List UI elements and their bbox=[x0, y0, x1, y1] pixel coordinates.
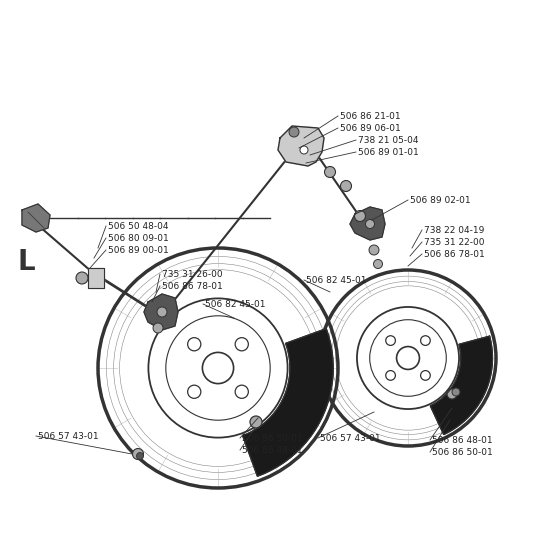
Polygon shape bbox=[88, 268, 104, 288]
Text: 735 31 26-00: 735 31 26-00 bbox=[162, 270, 223, 279]
Circle shape bbox=[153, 323, 163, 333]
Circle shape bbox=[366, 220, 375, 228]
Circle shape bbox=[250, 416, 262, 428]
Polygon shape bbox=[278, 126, 324, 166]
Circle shape bbox=[324, 166, 335, 178]
Circle shape bbox=[137, 452, 143, 460]
Circle shape bbox=[354, 211, 366, 222]
Circle shape bbox=[300, 146, 308, 154]
Circle shape bbox=[202, 352, 234, 384]
Circle shape bbox=[369, 245, 379, 255]
Text: 506 89 00-01: 506 89 00-01 bbox=[108, 246, 169, 255]
Circle shape bbox=[235, 385, 248, 398]
Circle shape bbox=[374, 259, 382, 268]
Circle shape bbox=[421, 336, 430, 346]
Text: 506 89 06-01: 506 89 06-01 bbox=[340, 124, 401, 133]
Circle shape bbox=[421, 371, 430, 380]
Text: 735 31 22-00: 735 31 22-00 bbox=[424, 238, 484, 247]
Circle shape bbox=[396, 347, 419, 370]
Circle shape bbox=[452, 388, 460, 396]
Circle shape bbox=[289, 127, 299, 137]
Circle shape bbox=[235, 338, 248, 351]
Text: 506 89 02-01: 506 89 02-01 bbox=[410, 196, 470, 205]
Text: 738 22 04-19: 738 22 04-19 bbox=[424, 226, 484, 235]
Text: L: L bbox=[18, 248, 36, 276]
Polygon shape bbox=[430, 336, 492, 435]
Text: 506 86 50-01: 506 86 50-01 bbox=[432, 448, 493, 457]
Circle shape bbox=[76, 272, 88, 284]
Text: 506 86 78-01: 506 86 78-01 bbox=[162, 282, 223, 291]
Text: 506 86 78-01: 506 86 78-01 bbox=[424, 250, 485, 259]
Circle shape bbox=[188, 338, 201, 351]
Text: 506 82 45-01: 506 82 45-01 bbox=[306, 276, 366, 285]
Circle shape bbox=[386, 336, 395, 346]
Circle shape bbox=[447, 389, 457, 399]
Circle shape bbox=[188, 385, 201, 398]
Text: 506 89 01-01: 506 89 01-01 bbox=[358, 148, 419, 157]
Text: 506 80 09-01: 506 80 09-01 bbox=[108, 234, 169, 243]
Text: 506 86 48-01: 506 86 48-01 bbox=[432, 436, 493, 445]
Text: 506 57 43-01: 506 57 43-01 bbox=[320, 434, 381, 443]
Polygon shape bbox=[144, 294, 178, 330]
Text: 506 82 45-01: 506 82 45-01 bbox=[205, 300, 265, 309]
Polygon shape bbox=[22, 204, 50, 232]
Text: 506 50 48-04: 506 50 48-04 bbox=[108, 222, 169, 231]
Text: 506 86 21-01: 506 86 21-01 bbox=[340, 112, 400, 121]
Text: 506 86 50-01: 506 86 50-01 bbox=[242, 434, 303, 443]
Text: 506 57 43-01: 506 57 43-01 bbox=[38, 432, 99, 441]
Polygon shape bbox=[350, 207, 385, 240]
Circle shape bbox=[133, 449, 143, 460]
Circle shape bbox=[386, 371, 395, 380]
Text: 506 86 48-01: 506 86 48-01 bbox=[242, 446, 302, 455]
Circle shape bbox=[340, 180, 352, 192]
Circle shape bbox=[157, 307, 167, 317]
Polygon shape bbox=[242, 329, 333, 476]
Text: 738 21 05-04: 738 21 05-04 bbox=[358, 136, 418, 145]
